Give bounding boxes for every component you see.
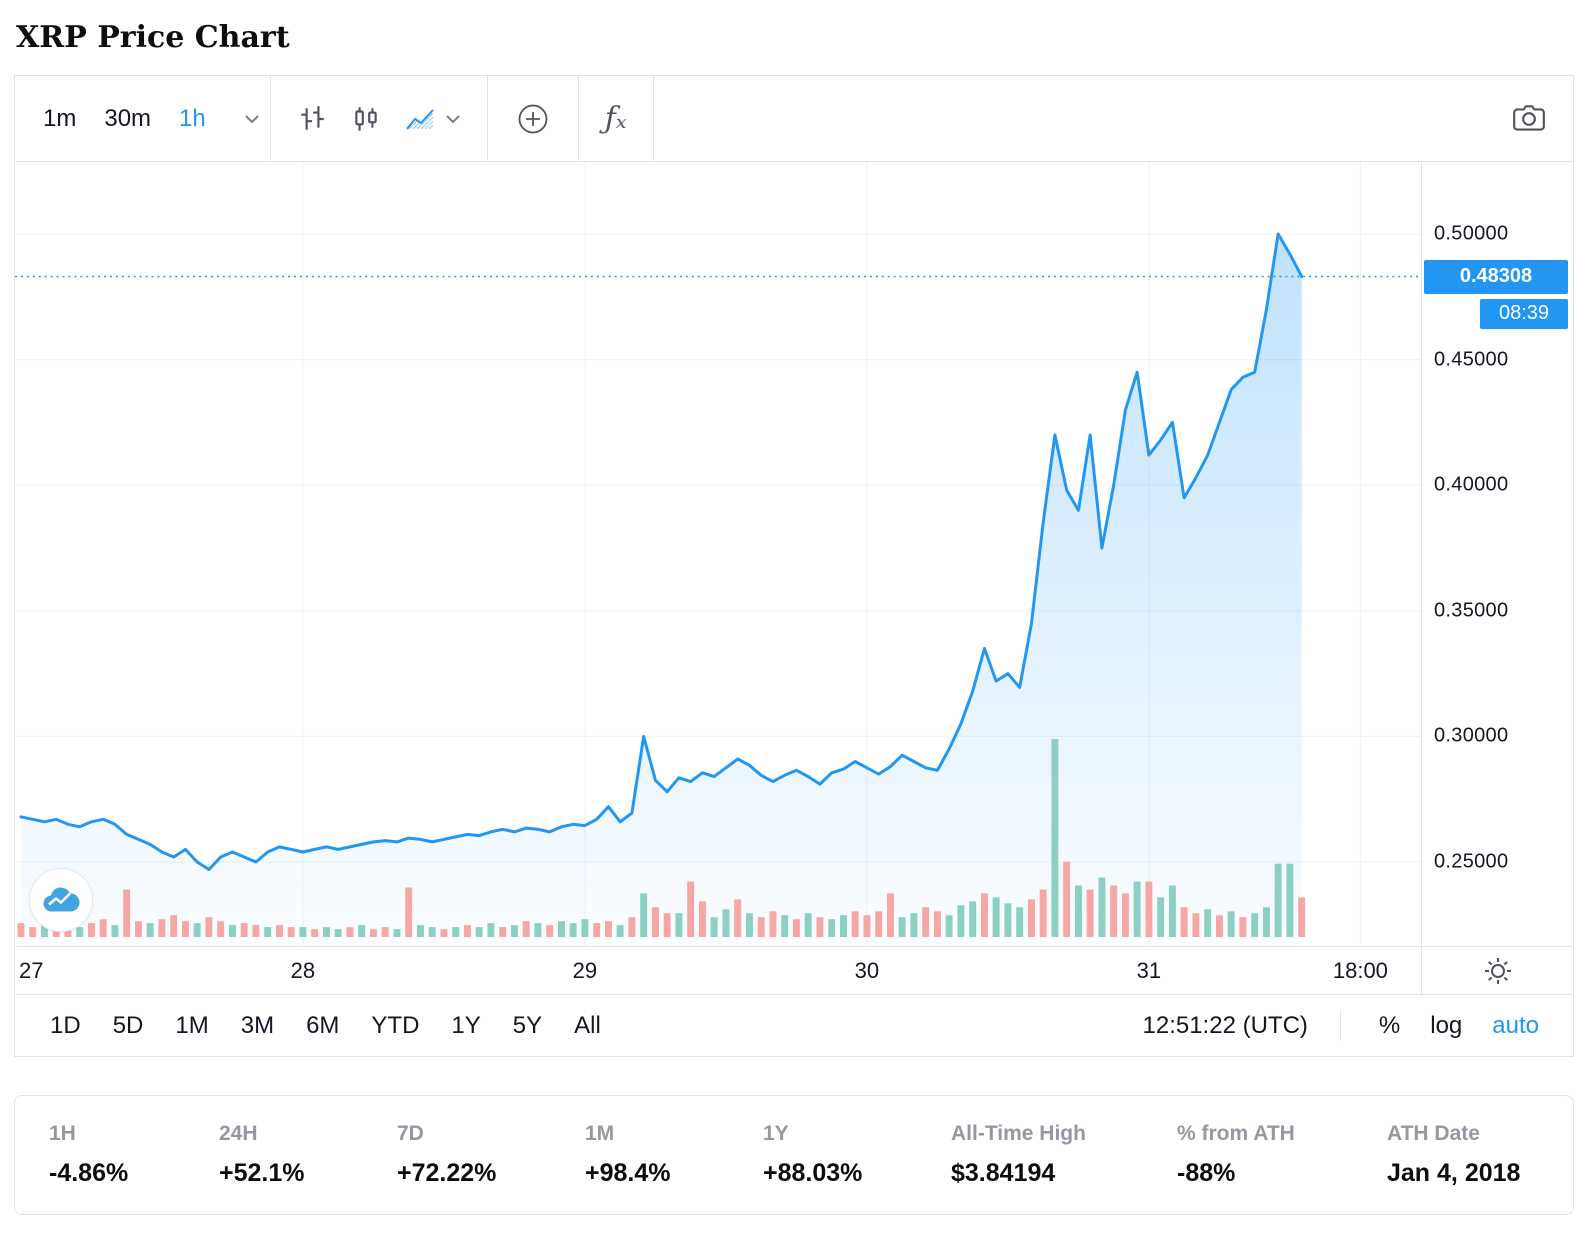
interval-button-30m[interactable]: 30m — [92, 97, 163, 141]
chevron-down-icon — [245, 114, 259, 123]
session-clock[interactable]: 12:51:22 (UTC) — [1142, 1011, 1308, 1039]
candles-icon — [355, 106, 377, 131]
time-axis-tick: 18:00 — [1332, 958, 1388, 983]
candles-style-button[interactable] — [341, 98, 391, 140]
range-button-1d[interactable]: 1D — [37, 1006, 94, 1046]
stat-value: $3.84194 — [951, 1159, 1056, 1187]
chart-widget: 1m 30m 1h — [14, 75, 1574, 1057]
theme-toggle-button[interactable] — [1473, 950, 1523, 992]
stat-label: 24H — [219, 1122, 258, 1145]
toolbar-divider — [486, 76, 488, 161]
series-type-group — [271, 76, 487, 161]
stat-label: 1M — [585, 1122, 615, 1145]
stat-label: ATH Date — [1387, 1122, 1480, 1145]
stat-1m: 1M +98.4% — [585, 1122, 763, 1188]
scale-button-auto[interactable]: auto — [1480, 1006, 1551, 1046]
stat-1h: 1H -4.86% — [49, 1122, 219, 1188]
bottom-toolbar: 1D 5D 1M 3M 6M YTD 1Y 5Y All 12:51:22 (UTC) % log… — [15, 994, 1573, 1056]
price-chart-plot[interactable] — [15, 162, 1421, 946]
stat-value: +98.4% — [585, 1159, 671, 1187]
interval-group: 1m 30m 1h — [15, 76, 234, 161]
axis-corner — [1421, 947, 1573, 994]
bar-countdown-label: 08:39 — [1480, 298, 1568, 329]
price-axis[interactable]: 0.50000 0.45000 0.40000 0.35000 0.30000 0.250… — [1421, 162, 1573, 946]
time-axis-tick: 27 — [19, 958, 44, 983]
range-button-5d[interactable]: 5D — [100, 1006, 157, 1046]
stat-label: 1H — [49, 1122, 76, 1145]
area-chart-icon — [405, 108, 434, 130]
snapshot-button[interactable] — [1501, 97, 1573, 141]
page-title: XRP Price Chart — [16, 20, 290, 55]
indicators-button[interactable]: ƒₓ — [595, 95, 637, 142]
time-axis[interactable]: 27 28 29 30 31 18:00 — [15, 947, 1421, 994]
stat-24h: 24H +52.1% — [219, 1122, 397, 1188]
stat-label: All-Time High — [951, 1122, 1086, 1145]
toolbar-divider — [577, 76, 579, 161]
time-axis-row: 27 28 29 30 31 18:00 — [15, 946, 1573, 994]
toolbar-divider — [652, 76, 654, 161]
price-axis-tick: 0.30000 — [1434, 724, 1509, 747]
bars-icon — [301, 105, 324, 130]
last-price-label: 0.48308 — [1424, 259, 1568, 294]
stat-all-time-high: All-Time High $3.84194 — [951, 1122, 1177, 1188]
time-axis-tick: 31 — [1136, 958, 1162, 983]
stat-label: % from ATH — [1177, 1122, 1295, 1145]
sun-icon — [1484, 957, 1511, 984]
compare-group — [488, 76, 578, 161]
chart-toolbar: 1m 30m 1h — [15, 76, 1573, 162]
stat-7d: 7D +72.22% — [397, 1122, 585, 1188]
stat--from-ath: % from ATH -88% — [1177, 1122, 1387, 1188]
toolbar-divider — [1339, 1010, 1341, 1041]
range-button-3m[interactable]: 3M — [228, 1006, 287, 1046]
price-axis-tick: 0.35000 — [1434, 599, 1509, 622]
time-axis-tick: 29 — [572, 958, 598, 983]
area-style-button[interactable] — [395, 99, 471, 139]
scale-button-log[interactable]: log — [1418, 1006, 1474, 1046]
interval-dropdown-button[interactable] — [234, 108, 270, 130]
range-group: 1D 5D 1M 3M 6M YTD 1Y 5Y All — [37, 1006, 614, 1046]
price-series-svg — [15, 162, 1421, 946]
chart-area: 0.50000 0.45000 0.40000 0.35000 0.30000 0.250… — [15, 162, 1573, 946]
price-axis-tick: 0.45000 — [1434, 348, 1509, 371]
plus-circle-icon — [518, 104, 548, 133]
chevron-down-icon — [446, 114, 460, 123]
scale-button-percent[interactable]: % — [1367, 1006, 1412, 1046]
stat-value: Jan 4, 2018 — [1387, 1159, 1521, 1187]
stat-value: -4.86% — [49, 1159, 129, 1187]
stat-value: +52.1% — [219, 1159, 305, 1187]
price-axis-tick: 0.25000 — [1434, 850, 1509, 873]
stat-value: -88% — [1177, 1159, 1236, 1187]
toolbar-divider — [269, 76, 271, 161]
time-axis-tick: 28 — [290, 958, 316, 983]
range-button-1m[interactable]: 1M — [162, 1006, 221, 1046]
price-axis-tick: 0.50000 — [1434, 222, 1509, 245]
interval-button-1m[interactable]: 1m — [31, 97, 88, 141]
stat-label: 7D — [397, 1122, 424, 1145]
cloud-chart-logo-icon — [43, 886, 80, 912]
time-axis-tick: 30 — [854, 958, 880, 983]
compare-button[interactable] — [504, 94, 562, 144]
stat-value: +72.22% — [397, 1159, 497, 1187]
range-button-1y[interactable]: 1Y — [438, 1006, 493, 1046]
bars-style-button[interactable] — [287, 98, 337, 140]
scale-group: % log auto — [1367, 1006, 1551, 1046]
stats-footer: 1H -4.86% 24H +52.1% 7D +72.22% 1M +98.4% 1Y +88.… — [14, 1095, 1574, 1215]
price-axis-tick: 0.40000 — [1434, 473, 1509, 496]
range-button-6m[interactable]: 6M — [293, 1006, 352, 1046]
indicators-group: ƒₓ — [579, 76, 653, 161]
provider-logo[interactable] — [29, 868, 93, 932]
interval-button-1h[interactable]: 1h — [167, 97, 218, 141]
stat-ath-date: ATH Date Jan 4, 2018 — [1387, 1122, 1539, 1188]
stat-value: +88.03% — [763, 1159, 863, 1187]
range-button-5y[interactable]: 5Y — [500, 1006, 555, 1046]
camera-icon — [1513, 104, 1545, 131]
stat-1y: 1Y +88.03% — [763, 1122, 951, 1188]
stat-label: 1Y — [763, 1122, 789, 1145]
range-button-ytd[interactable]: YTD — [358, 1006, 432, 1046]
range-button-all[interactable]: All — [561, 1006, 614, 1046]
